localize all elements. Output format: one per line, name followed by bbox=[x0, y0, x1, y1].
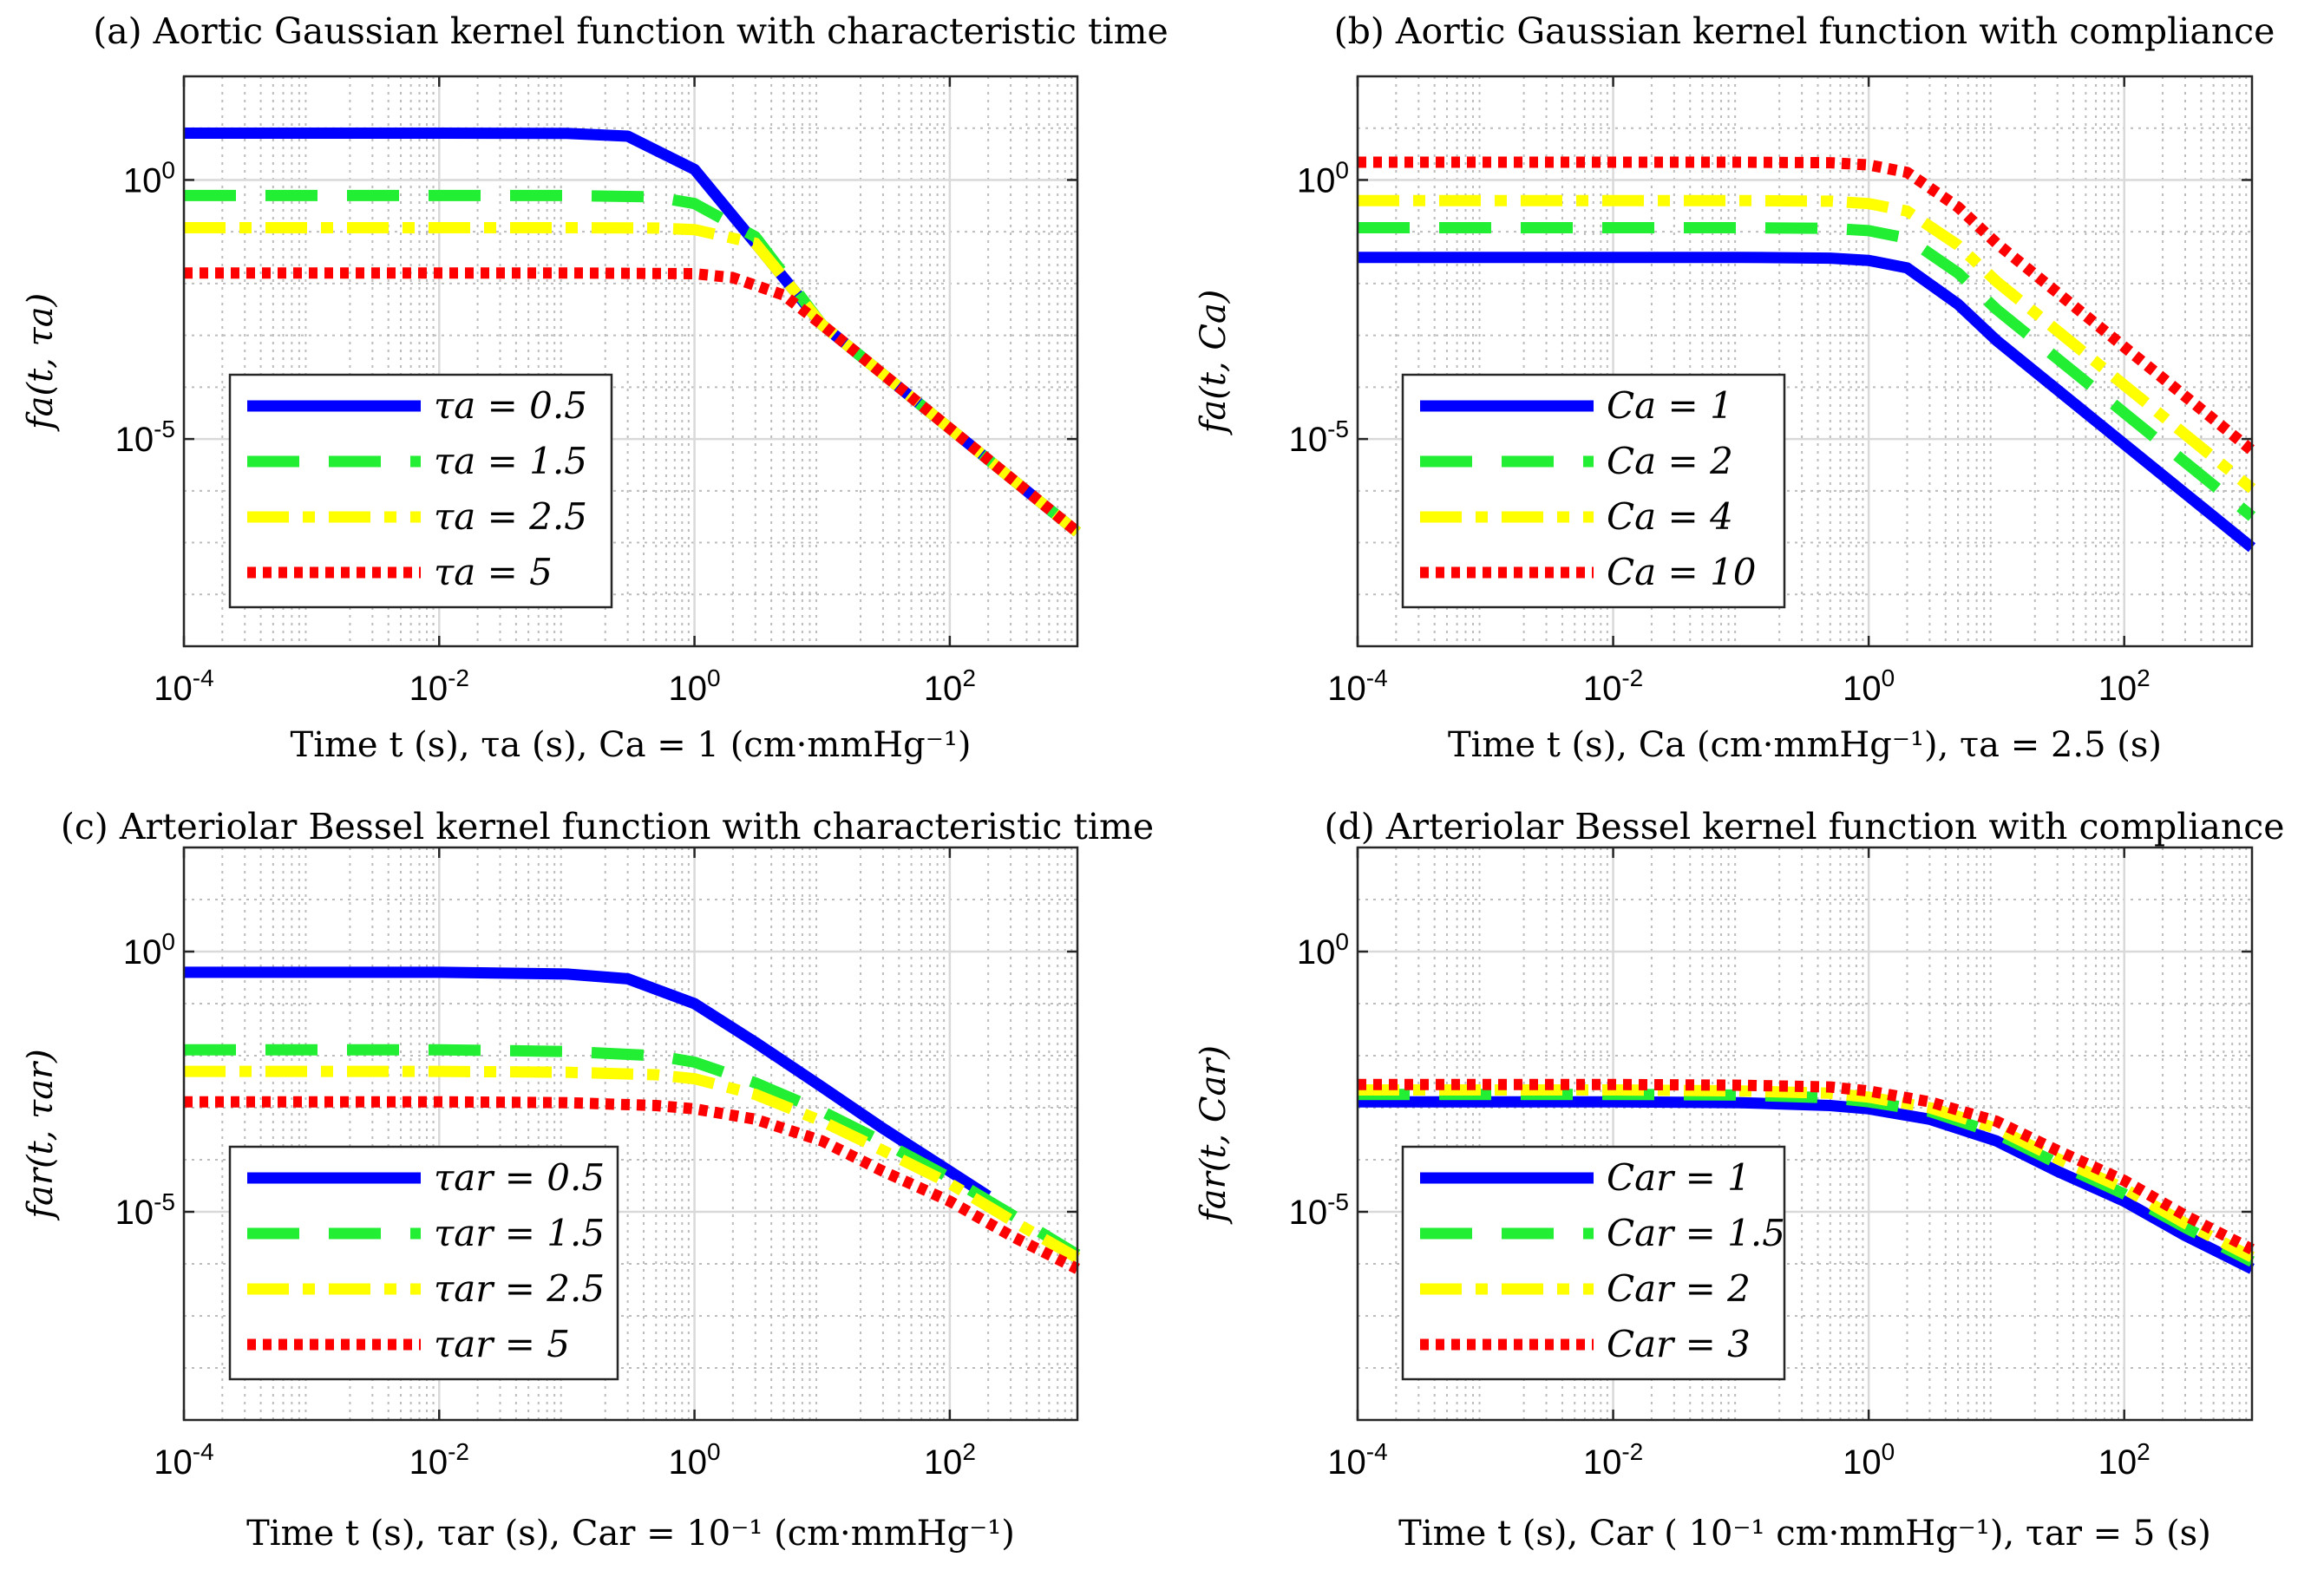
tick-label: 102 bbox=[2098, 1438, 2151, 1482]
series-line-3 bbox=[1358, 194, 2256, 494]
chart-title: (b) Aortic Gaussian kernel function with… bbox=[1334, 10, 2275, 52]
y-axis-label: fa(t, τa) bbox=[21, 293, 61, 432]
y-axis-label: fa(t, Ca) bbox=[1194, 290, 1234, 436]
tick-label: 100 bbox=[1843, 1438, 1895, 1482]
chart-panel-c: 10-4 10-2 100 102 100 10-5 (c) Arteriolar Bess… bbox=[21, 806, 1154, 1554]
legend-label-3: Ca = 4 bbox=[1607, 495, 1733, 538]
legend-label-2: Car = 1.5 bbox=[1607, 1212, 1785, 1254]
series-line-2 bbox=[184, 1044, 1081, 1260]
legend-label-4: τa = 5 bbox=[434, 551, 553, 593]
legend-label-2: τar = 1.5 bbox=[434, 1212, 605, 1254]
axes-box bbox=[1356, 75, 2254, 648]
legend: τar = 0.5 τar = 1.5 τar = 2.5 τar = 5 bbox=[228, 1145, 619, 1381]
legend-label-1: τar = 0.5 bbox=[434, 1156, 605, 1199]
series-line-2 bbox=[1358, 222, 2256, 521]
tick-label: 10-4 bbox=[1327, 664, 1387, 708]
tick-label: 10-2 bbox=[1583, 1438, 1643, 1482]
chart-title: (c) Arteriolar Bessel kernel function wi… bbox=[61, 806, 1154, 847]
x-axis-label: Time t (s), τar (s), Car = 10⁻¹ (cm·mmHg… bbox=[246, 1514, 1015, 1554]
chart-panel-d: 10-4 10-2 100 102 100 10-5 (d) Arteriolar Bess… bbox=[1194, 806, 2285, 1554]
tick-label: 10-2 bbox=[409, 664, 469, 708]
tick-label: 10-5 bbox=[1289, 415, 1349, 459]
legend: τa = 0.5 τa = 1.5 τa = 2.5 τa = 5 bbox=[228, 373, 613, 609]
legend-label-4: τar = 5 bbox=[434, 1323, 570, 1365]
axes-box bbox=[182, 846, 1079, 1422]
tick-label: 100 bbox=[669, 664, 721, 708]
tick-label: 10-2 bbox=[1583, 664, 1643, 708]
legend-label-1: τa = 0.5 bbox=[434, 384, 587, 427]
axes-box bbox=[182, 75, 1079, 648]
tick-label: 10-2 bbox=[409, 1438, 469, 1482]
series-line-1 bbox=[1358, 252, 2256, 553]
legend-label-3: τar = 2.5 bbox=[434, 1267, 605, 1310]
series-line-3 bbox=[184, 222, 1082, 537]
series-line-2 bbox=[184, 189, 1082, 537]
tick-label: 10-5 bbox=[1289, 1188, 1349, 1232]
tick-label: 100 bbox=[1297, 928, 1349, 972]
x-axis-label: Time t (s), Ca (cm·mmHg⁻¹), τa = 2.5 (s) bbox=[1448, 725, 2162, 765]
tick-label: 102 bbox=[924, 1438, 976, 1482]
series-group bbox=[184, 128, 1082, 537]
tick-label: 100 bbox=[1297, 156, 1349, 200]
tick-label: 100 bbox=[123, 156, 175, 200]
series-line-1 bbox=[1358, 1096, 2255, 1274]
series-group bbox=[1358, 1078, 2255, 1274]
y-axis-label: far(t, Car) bbox=[1194, 1045, 1234, 1225]
y-axis-label: far(t, τar) bbox=[21, 1049, 61, 1221]
tick-label: 10-5 bbox=[115, 415, 175, 459]
axes-box bbox=[1356, 846, 2254, 1422]
series-line-1 bbox=[184, 128, 1082, 537]
legend-label-4: Car = 3 bbox=[1607, 1323, 1751, 1365]
legend-label-1: Ca = 1 bbox=[1607, 384, 1733, 427]
series-group bbox=[1358, 156, 2256, 553]
legend-label-1: Car = 1 bbox=[1607, 1156, 1751, 1199]
tick-label: 102 bbox=[2098, 664, 2151, 708]
tick-label: 100 bbox=[669, 1438, 721, 1482]
series-line-3 bbox=[184, 1065, 1081, 1263]
tick-label: 102 bbox=[924, 664, 976, 708]
tick-label: 10-4 bbox=[154, 664, 213, 708]
series-line-4 bbox=[184, 267, 1082, 537]
chart-title: (d) Arteriolar Bessel kernel function wi… bbox=[1324, 806, 2284, 847]
chart-panel-a: 10-4 10-2 100 102 100 10-5 (a) Aortic Gaussian… bbox=[21, 10, 1169, 765]
series-line-1 bbox=[184, 966, 992, 1201]
tick-label: 100 bbox=[1843, 664, 1895, 708]
legend-label-2: Ca = 2 bbox=[1607, 440, 1733, 482]
legend-label-3: Car = 2 bbox=[1607, 1267, 1751, 1310]
chart-title: (a) Aortic Gaussian kernel function with… bbox=[93, 10, 1169, 52]
grid bbox=[1356, 75, 2252, 647]
tick-label: 100 bbox=[123, 928, 175, 972]
series-line-4 bbox=[1358, 156, 2256, 455]
legend: Ca = 1 Ca = 2 Ca = 4 Ca = 10 bbox=[1401, 373, 1786, 609]
chart-panel-b: 10-4 10-2 100 102 100 10-5 (b) Aortic Gaussian… bbox=[1194, 10, 2275, 765]
tick-label: 10-4 bbox=[1327, 1438, 1387, 1482]
legend-label-3: τa = 2.5 bbox=[434, 495, 587, 538]
legend-label-4: Ca = 10 bbox=[1607, 551, 1757, 593]
legend-label-2: τa = 1.5 bbox=[434, 440, 587, 482]
x-axis-label: Time t (s), τa (s), Ca = 1 (cm·mmHg⁻¹) bbox=[291, 725, 972, 765]
series-group bbox=[184, 966, 1081, 1274]
x-axis-label: Time t (s), Car ( 10⁻¹ cm·mmHg⁻¹), τar =… bbox=[1398, 1514, 2211, 1554]
tick-label: 10-4 bbox=[154, 1438, 213, 1482]
series-line-3 bbox=[1358, 1084, 2255, 1263]
legend: Car = 1 Car = 1.5 Car = 2 Car = 3 bbox=[1401, 1145, 1786, 1381]
tick-label: 10-5 bbox=[115, 1188, 175, 1232]
